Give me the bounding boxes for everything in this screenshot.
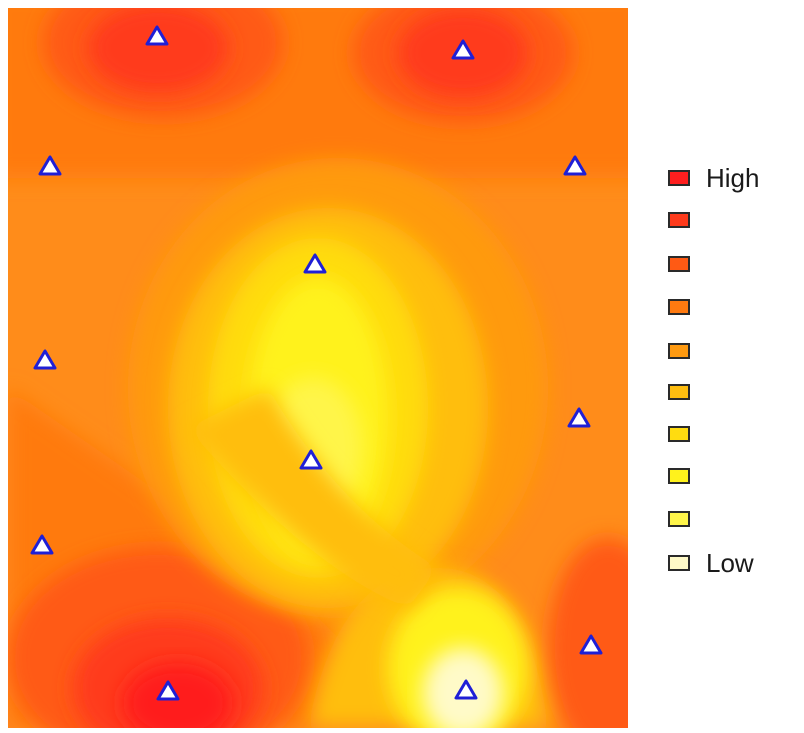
legend-swatch (668, 384, 690, 400)
legend-swatch (668, 256, 690, 272)
triangle-icon (299, 449, 323, 470)
legend-label: High (706, 163, 760, 193)
triangle-icon (454, 679, 478, 700)
legend-swatch (668, 212, 690, 228)
triangle-icon (38, 155, 62, 176)
interpolation-map (8, 8, 628, 728)
legend-item (668, 210, 690, 230)
triangle-icon (579, 634, 603, 655)
legend-item (668, 466, 690, 486)
legend-item: High (668, 163, 760, 193)
legend-swatch (668, 426, 690, 442)
legend-item (668, 341, 690, 361)
surface-zone-top-left-core (88, 8, 228, 93)
legend-swatch (668, 170, 690, 186)
legend-swatch (668, 555, 690, 571)
triangle-icon (33, 349, 57, 370)
legend-item (668, 254, 690, 274)
surface-zone-diagonal (188, 388, 438, 608)
legend-swatch (668, 299, 690, 315)
legend-label: Low (706, 548, 754, 578)
legend-swatch (668, 511, 690, 527)
triangle-icon (145, 25, 169, 46)
legend-item: Low (668, 548, 754, 578)
legend-item (668, 509, 690, 529)
triangle-icon (567, 407, 591, 428)
triangle-icon (451, 39, 475, 60)
sample-point-markers (30, 25, 603, 701)
triangle-icon (30, 534, 54, 555)
surface-zone-right-edge (548, 538, 628, 728)
triangle-icon (156, 680, 180, 701)
legend-item (668, 382, 690, 402)
triangle-icon (563, 155, 587, 176)
legend-swatch (668, 468, 690, 484)
surface-zones (8, 8, 628, 728)
legend-swatch (668, 343, 690, 359)
legend-item (668, 297, 690, 317)
surface-zone-bottom-left-peak (123, 663, 233, 728)
triangle-icon (303, 253, 327, 274)
surface-raster (8, 8, 628, 728)
legend-item (668, 424, 690, 444)
